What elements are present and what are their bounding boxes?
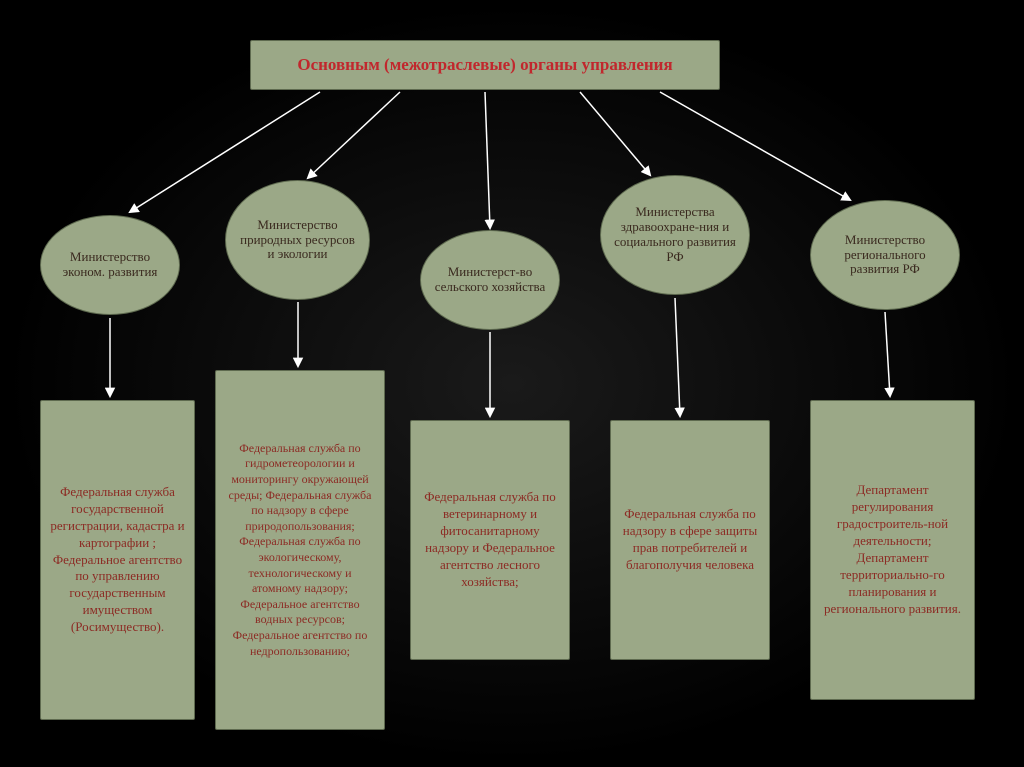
ellipse-node-e4: Министерства здравоохране-ния и социальн… xyxy=(600,175,750,295)
sub-box-s1: Федеральная служба государственной регис… xyxy=(40,400,195,720)
sub-box-s3: Федеральная служба по ветеринарному и фи… xyxy=(410,420,570,660)
sub-label: Федеральная служба государственной регис… xyxy=(49,484,186,636)
ellipse-node-e5: Министерство регионального развития РФ xyxy=(810,200,960,310)
arrow-line xyxy=(580,92,650,175)
ellipse-node-e2: Министерство природных ресурсов и эколог… xyxy=(225,180,370,300)
ellipse-label: Министерство природных ресурсов и эколог… xyxy=(236,218,359,263)
ellipse-label: Министерства здравоохране-ния и социальн… xyxy=(611,205,739,265)
sub-box-s5: Департамент регулирования градостроитель… xyxy=(810,400,975,700)
sub-label: Федеральная служба по надзору в сфере за… xyxy=(619,506,761,574)
ellipse-label: Министерство регионального развития РФ xyxy=(821,233,949,278)
sub-box-s4: Федеральная служба по надзору в сфере за… xyxy=(610,420,770,660)
sub-label: Федеральная служба по гидрометеорологии … xyxy=(224,441,376,659)
arrow-line xyxy=(675,298,680,416)
arrow-line xyxy=(485,92,490,228)
arrow-line xyxy=(308,92,400,178)
header-box: Основным (межотраслевые) органы управлен… xyxy=(250,40,720,90)
ellipse-label: Министерство эконом. развития xyxy=(51,250,169,280)
sub-label: Федеральная служба по ветеринарному и фи… xyxy=(419,489,561,590)
arrow-line xyxy=(885,312,890,396)
sub-box-s2: Федеральная служба по гидрометеорологии … xyxy=(215,370,385,730)
sub-label: Департамент регулирования градостроитель… xyxy=(819,482,966,617)
diagram-stage: Основным (межотраслевые) органы управлен… xyxy=(0,0,1024,767)
ellipse-node-e3: Министерст-во сельского хозяйства xyxy=(420,230,560,330)
ellipse-label: Министерст-во сельского хозяйства xyxy=(431,265,549,295)
ellipse-node-e1: Министерство эконом. развития xyxy=(40,215,180,315)
header-label: Основным (межотраслевые) органы управлен… xyxy=(297,55,672,75)
